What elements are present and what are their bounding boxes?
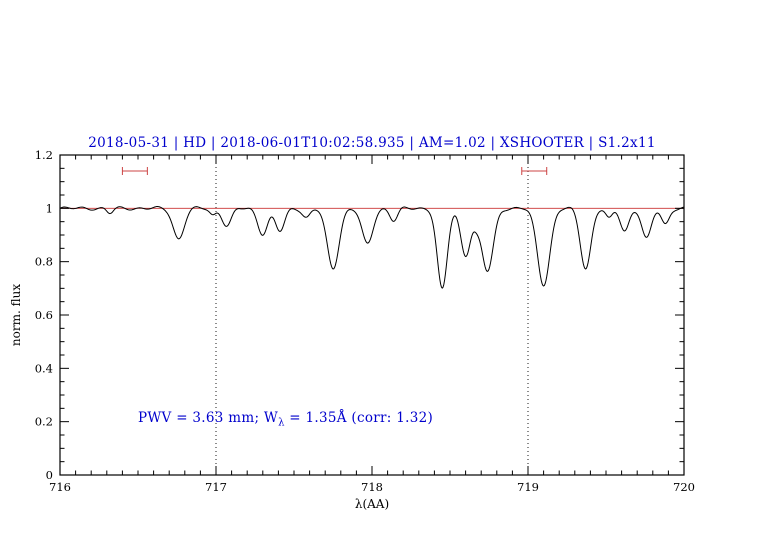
x-axis-label: λ(AA)	[355, 497, 389, 511]
plot-title: 2018-05-31 | HD | 2018-06-01T10:02:58.93…	[88, 135, 656, 151]
pwv-annotation-lambda-sub: λ	[278, 417, 285, 429]
y-tick-label: 0.4	[35, 361, 53, 375]
y-tick-label: 0.6	[35, 308, 53, 322]
range-marker	[121, 167, 148, 175]
pwv-annotation-pre: PWV = 3.63 mm; W	[138, 410, 279, 426]
range-marker	[521, 167, 548, 175]
y-tick-label: 0.2	[35, 415, 53, 429]
x-tick-label: 716	[49, 480, 71, 494]
y-axis-label: norm. flux	[9, 284, 23, 346]
y-tick-label: 1.2	[35, 148, 53, 162]
y-tick-label: 1	[46, 201, 53, 215]
pwv-annotation: PWV = 3.63 mm; Wλ = 1.35Å (corr: 1.32)	[138, 410, 433, 429]
y-tick-label: 0.8	[35, 255, 53, 269]
pwv-annotation-post: = 1.35Å (corr: 1.32)	[284, 410, 434, 426]
y-tick-label: 0	[46, 468, 53, 482]
spectrum-line	[59, 206, 685, 289]
x-tick-label: 720	[673, 480, 695, 494]
x-tick-label: 717	[205, 480, 227, 494]
x-tick-label: 719	[517, 480, 539, 494]
x-tick-label: 718	[361, 480, 383, 494]
